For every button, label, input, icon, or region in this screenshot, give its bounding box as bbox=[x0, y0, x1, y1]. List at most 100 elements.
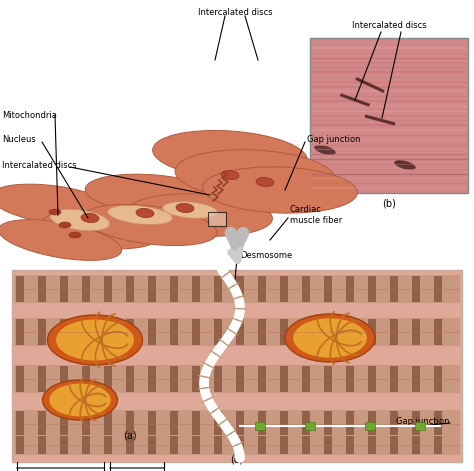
Bar bbox=[14, 435, 460, 455]
Bar bbox=[16, 276, 24, 302]
Bar bbox=[104, 366, 112, 392]
Text: Intercalated discs: Intercalated discs bbox=[352, 21, 426, 30]
Bar bbox=[170, 319, 178, 345]
Bar bbox=[280, 276, 288, 302]
Bar bbox=[16, 436, 24, 454]
Bar bbox=[126, 436, 134, 454]
Ellipse shape bbox=[47, 315, 143, 365]
Ellipse shape bbox=[285, 314, 375, 362]
Bar bbox=[302, 411, 310, 437]
Bar bbox=[192, 366, 200, 392]
Bar bbox=[148, 276, 156, 302]
Bar bbox=[148, 411, 156, 437]
Bar bbox=[170, 411, 178, 437]
Ellipse shape bbox=[176, 203, 194, 212]
Bar bbox=[214, 436, 222, 454]
Text: Intercalated discs: Intercalated discs bbox=[2, 161, 77, 170]
Bar bbox=[82, 436, 90, 454]
Bar bbox=[346, 276, 354, 302]
Bar bbox=[390, 411, 398, 437]
Ellipse shape bbox=[83, 204, 217, 245]
Text: (b): (b) bbox=[382, 198, 396, 208]
Ellipse shape bbox=[56, 319, 134, 360]
Bar bbox=[148, 319, 156, 345]
Bar bbox=[38, 366, 46, 392]
Text: Intercalated discs: Intercalated discs bbox=[198, 8, 272, 17]
Ellipse shape bbox=[69, 232, 81, 238]
Ellipse shape bbox=[314, 145, 336, 155]
Ellipse shape bbox=[0, 219, 122, 260]
Bar bbox=[412, 411, 420, 437]
Bar bbox=[16, 411, 24, 437]
FancyArrowPatch shape bbox=[230, 250, 240, 261]
Bar bbox=[258, 276, 266, 302]
Bar bbox=[14, 318, 460, 346]
Bar bbox=[60, 319, 68, 345]
Ellipse shape bbox=[136, 209, 154, 218]
Bar bbox=[324, 276, 332, 302]
Bar bbox=[258, 319, 266, 345]
Bar bbox=[38, 276, 46, 302]
Bar bbox=[170, 366, 178, 392]
Bar bbox=[82, 411, 90, 437]
Bar bbox=[60, 436, 68, 454]
Bar bbox=[126, 276, 134, 302]
Bar bbox=[60, 276, 68, 302]
Ellipse shape bbox=[202, 167, 357, 213]
Bar bbox=[214, 366, 222, 392]
Bar bbox=[390, 276, 398, 302]
Bar bbox=[305, 422, 315, 430]
Bar bbox=[16, 319, 24, 345]
Bar bbox=[280, 411, 288, 437]
Bar bbox=[412, 436, 420, 454]
Bar bbox=[346, 366, 354, 392]
FancyArrowPatch shape bbox=[231, 233, 243, 247]
Ellipse shape bbox=[293, 318, 367, 357]
Ellipse shape bbox=[59, 222, 71, 228]
Text: Nucleus: Nucleus bbox=[2, 136, 36, 145]
Ellipse shape bbox=[153, 130, 307, 179]
Bar bbox=[236, 411, 244, 437]
Bar bbox=[346, 411, 354, 437]
Bar bbox=[280, 319, 288, 345]
Bar bbox=[126, 411, 134, 437]
Ellipse shape bbox=[85, 174, 225, 216]
Text: Gap junction: Gap junction bbox=[307, 136, 361, 145]
Bar bbox=[192, 319, 200, 345]
Bar bbox=[126, 366, 134, 392]
Bar bbox=[302, 436, 310, 454]
Bar bbox=[324, 436, 332, 454]
Bar bbox=[14, 275, 460, 303]
Bar bbox=[104, 411, 112, 437]
Bar bbox=[104, 436, 112, 454]
Bar bbox=[434, 319, 442, 345]
Bar bbox=[324, 411, 332, 437]
Bar bbox=[280, 366, 288, 392]
Bar bbox=[390, 319, 398, 345]
Bar bbox=[258, 436, 266, 454]
Text: Cardiac
muscle fiber: Cardiac muscle fiber bbox=[290, 205, 342, 225]
Ellipse shape bbox=[49, 383, 111, 416]
Bar bbox=[38, 436, 46, 454]
Ellipse shape bbox=[175, 150, 335, 200]
Bar bbox=[38, 319, 46, 345]
Bar bbox=[302, 319, 310, 345]
Bar bbox=[104, 319, 112, 345]
Bar bbox=[324, 366, 332, 392]
Bar bbox=[346, 436, 354, 454]
Bar bbox=[104, 276, 112, 302]
Bar bbox=[82, 366, 90, 392]
Bar bbox=[214, 276, 222, 302]
Bar bbox=[255, 422, 265, 430]
Bar bbox=[390, 366, 398, 392]
Bar bbox=[214, 411, 222, 437]
Bar bbox=[346, 319, 354, 345]
Bar bbox=[236, 436, 244, 454]
Bar bbox=[368, 411, 376, 437]
Bar bbox=[412, 319, 420, 345]
Bar bbox=[60, 411, 68, 437]
Bar bbox=[412, 366, 420, 392]
Bar bbox=[434, 436, 442, 454]
Bar bbox=[14, 410, 460, 438]
Ellipse shape bbox=[0, 184, 119, 226]
